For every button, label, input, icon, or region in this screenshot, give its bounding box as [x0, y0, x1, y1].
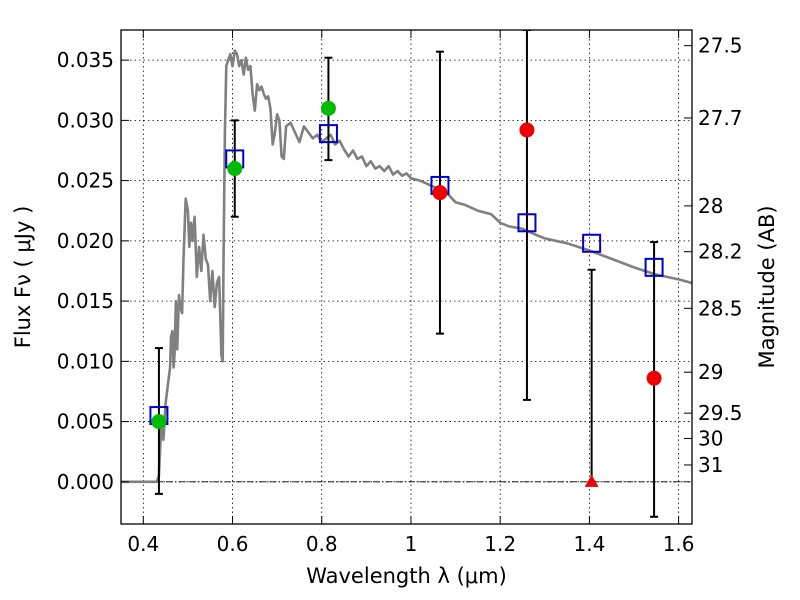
axis-ticks: 0.4 0.6 0.8 1 1.2 1.4 1.6 0.000 0.005 0.010 0.015 0…	[57, 30, 743, 556]
mag-tick-label: 28.2	[698, 240, 743, 264]
mag-tick-label: 31	[698, 453, 723, 477]
y-tick-label: 0.030	[57, 108, 114, 132]
mag-tick-label: 29.5	[698, 401, 743, 425]
mag-tick-label: 27.5	[698, 34, 743, 58]
y-tick-label: 0.035	[57, 48, 114, 72]
mag-tick-label: 28.5	[698, 296, 743, 320]
x-tick-label: 0.6	[217, 532, 249, 556]
y-tick-label: 0.020	[57, 229, 114, 253]
y-tick-label: 0.010	[57, 349, 114, 373]
red-measurement-point	[519, 122, 535, 138]
x-tick-label: 1.4	[573, 532, 605, 556]
mag-tick-label: 30	[698, 426, 723, 450]
model-photometry-square	[644, 257, 664, 277]
y-tick-label: 0.025	[57, 169, 114, 193]
y-axis-title: Flux Fν ( μJy )	[11, 206, 35, 349]
axes-frame	[120, 29, 693, 525]
x-tick-label: 1	[405, 532, 418, 556]
mag-tick-label: 29	[698, 360, 723, 384]
x-tick-label: 0.8	[306, 532, 338, 556]
plot-area	[121, 30, 692, 518]
green-detection-point	[151, 414, 167, 430]
grid-lines	[121, 30, 692, 524]
green-detection-point	[227, 161, 243, 177]
y-tick-label: 0.005	[57, 410, 114, 434]
mag-tick-label: 28	[698, 194, 723, 218]
model-photometry-square	[517, 213, 537, 233]
mag-tick-label: 27.7	[698, 106, 743, 130]
red-measurement-point	[646, 370, 662, 386]
green-detection-point	[320, 100, 336, 116]
upper-limit-triangle	[584, 474, 599, 487]
model-sed-line	[121, 49, 692, 484]
red-measurement-point	[432, 185, 448, 201]
right-axis-title: Magnitude (AB)	[755, 205, 779, 368]
model-photometry-square	[318, 124, 338, 144]
y-tick-label: 0.000	[57, 470, 114, 494]
x-tick-label: 1.2	[484, 532, 516, 556]
y-tick-label: 0.015	[57, 289, 114, 313]
x-axis-title: Wavelength λ (μm)	[306, 564, 507, 588]
x-tick-label: 0.4	[127, 532, 159, 556]
x-tick-label: 1.6	[663, 532, 695, 556]
model-photometry-square	[582, 233, 602, 253]
